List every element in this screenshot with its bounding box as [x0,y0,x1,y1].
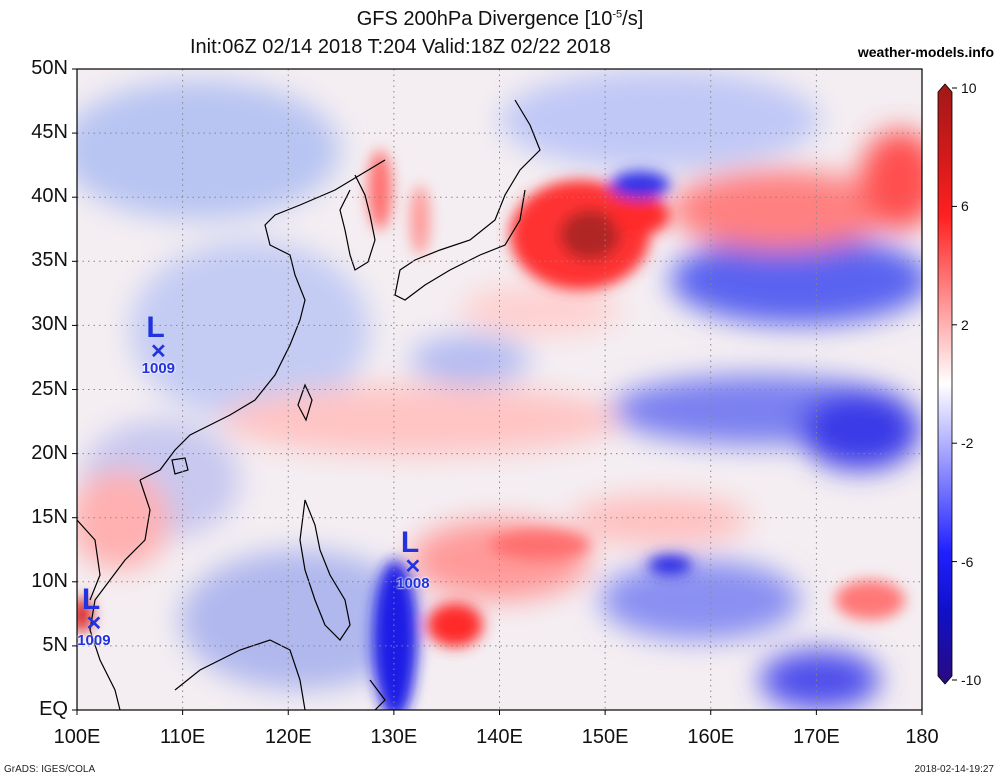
lon-label: 140E [476,726,523,748]
lat-label: 35N [31,249,68,272]
lat-label: 40N [31,185,68,208]
colorbar-label: -2 [961,435,974,452]
colorbar-label: 6 [961,198,969,215]
lat-label: 45N [31,121,68,144]
low-pressure-value: 1009 [77,631,111,649]
lon-label: 170E [793,726,840,748]
colorbar [937,83,953,685]
lon-label: 150E [581,726,629,748]
lon-label: 120E [264,726,312,748]
lat-label: EQ [39,698,68,720]
lon-label: 100E [53,726,101,748]
low-center-icon: ✕ [85,612,103,635]
lat-label: 10N [31,569,68,592]
lat-label: 25N [31,377,68,400]
lat-label: 5N [42,633,68,656]
low-symbol: L [146,311,165,345]
lon-label: 180 [905,726,939,748]
low-pressure-value: 1008 [396,575,430,593]
low-pressure-marker: L ✕ 1009 [128,313,188,377]
low-center-icon: ✕ [404,556,422,579]
low-pressure-marker: L ✕ 1008 [383,528,443,592]
site-watermark: weather-models.info [857,44,994,60]
colorbar-label: -6 [961,553,974,570]
lat-label: 30N [31,313,68,336]
low-pressure-value: 1009 [141,360,176,378]
colorbar-label: -10 [961,672,982,688]
lat-label: 20N [31,441,68,464]
lat-label: 50N [31,57,68,79]
lon-label: 160E [687,726,735,748]
low-symbol: L [400,526,420,560]
colorbar-label: 2 [961,316,969,333]
colorbar-label: 10 [961,80,977,96]
lat-label: 15N [31,505,68,528]
footer-credit: GrADS: IGES/COLA [4,764,96,775]
low-center-icon: ✕ [149,341,167,364]
low-pressure-marker: L ✕ 1009 [64,582,124,649]
coastlines [77,99,541,710]
low-symbol: L [81,582,101,616]
footer-timestamp: 2018-02-14-19:27 [914,764,994,775]
lon-label: 130E [370,726,418,748]
lon-label: 110E [160,726,206,748]
chart-title: GFS 200hPa Divergence [10-5/s] [356,8,644,30]
lat-lon-grid [77,69,922,710]
chart-subtitle: Init:06Z 02/14 2018 T:204 Valid:18Z 02/2… [190,36,611,58]
